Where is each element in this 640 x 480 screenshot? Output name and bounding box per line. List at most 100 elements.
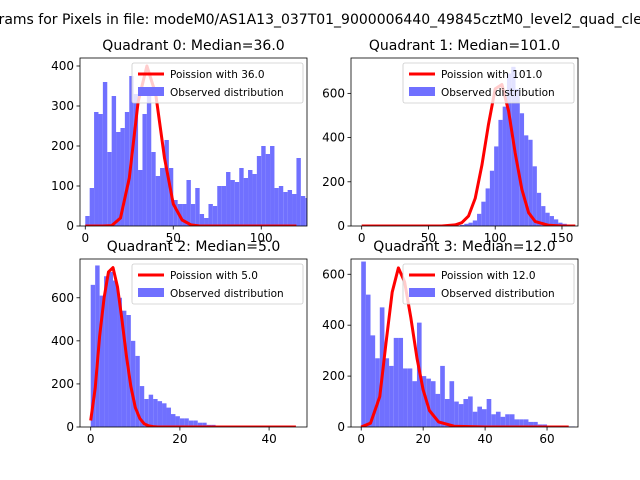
histogram-bar bbox=[197, 422, 203, 427]
figure-suptitle: Histograms for Pixels in file: modeM0/AS… bbox=[0, 12, 640, 28]
histogram-bar bbox=[421, 376, 427, 427]
histogram-bar bbox=[217, 186, 222, 226]
histogram-bar bbox=[283, 192, 288, 226]
y-tick-label: 0 bbox=[337, 420, 345, 434]
histogram-bar bbox=[151, 152, 156, 226]
y-tick-label: 300 bbox=[51, 99, 74, 113]
y-tick-label: 0 bbox=[66, 219, 74, 233]
y-tick-label: 200 bbox=[51, 377, 74, 391]
y-tick-label: 600 bbox=[51, 291, 74, 305]
histogram-bar bbox=[361, 261, 366, 427]
histogram-bar bbox=[481, 201, 486, 226]
histogram-bar bbox=[533, 421, 538, 427]
histogram-bar bbox=[545, 212, 550, 226]
histogram-bar bbox=[472, 220, 478, 226]
x-tick-label: 20 bbox=[416, 432, 431, 446]
histogram-bar bbox=[389, 365, 394, 427]
histogram-bar bbox=[175, 416, 180, 427]
histogram-bar bbox=[157, 401, 163, 427]
histogram-bar bbox=[199, 214, 205, 226]
histogram-bar bbox=[239, 168, 244, 226]
histogram-bar bbox=[120, 128, 125, 226]
legend: Poission with 101.0 Observed distribution bbox=[402, 62, 575, 104]
histogram-bar bbox=[102, 82, 108, 226]
histogram-bar bbox=[449, 381, 455, 427]
histogram-bar bbox=[318, 218, 322, 226]
quadrant-title: Quadrant 3: Median=12.0 bbox=[373, 239, 555, 255]
histogram-bar bbox=[190, 204, 196, 226]
x-tick-label: 50 bbox=[421, 231, 436, 245]
histogram-bar bbox=[164, 140, 169, 226]
histogram-bar bbox=[477, 213, 482, 226]
x-tick-label: 0 bbox=[81, 231, 89, 245]
histogram-bar bbox=[124, 112, 130, 226]
histogram-bar bbox=[502, 106, 507, 226]
quadrant-title: Quadrant 0: Median=36.0 bbox=[102, 38, 284, 54]
legend-box bbox=[402, 263, 575, 305]
x-tick-label: 0 bbox=[357, 432, 365, 446]
x-tick-label: 50 bbox=[166, 231, 181, 245]
histogram-bar bbox=[435, 393, 441, 427]
histogram-bar bbox=[153, 399, 158, 427]
histogram-bar bbox=[528, 139, 533, 226]
histogram-bar bbox=[498, 119, 503, 226]
quadrant-title: Quadrant 1: Median=101.0 bbox=[369, 38, 560, 54]
histogram-bar bbox=[138, 170, 143, 226]
histogram-bar bbox=[541, 206, 546, 226]
histogram-bar bbox=[370, 335, 376, 427]
histogram-bar bbox=[170, 414, 176, 427]
histogram-bar bbox=[506, 73, 512, 226]
histogram-bar bbox=[489, 170, 495, 226]
legend-hist-swatch bbox=[138, 87, 164, 96]
histogram-bar bbox=[108, 271, 114, 427]
histogram-bar bbox=[226, 172, 231, 226]
legend-box bbox=[131, 263, 304, 305]
histogram-bar bbox=[481, 409, 487, 427]
histogram-bar bbox=[430, 381, 436, 427]
histogram-bar bbox=[202, 422, 207, 427]
histogram-bar bbox=[384, 358, 390, 427]
histogram-bar bbox=[99, 295, 105, 427]
x-tick-label: 150 bbox=[551, 231, 574, 245]
histogram-bar bbox=[549, 216, 554, 226]
x-tick-label: 40 bbox=[261, 432, 276, 446]
histogram-bar bbox=[274, 188, 279, 226]
y-tick-label: 200 bbox=[322, 175, 345, 189]
histogram-bar bbox=[494, 146, 499, 226]
histogram-bar bbox=[195, 188, 200, 226]
legend-poisson-label: Poission with 101.0 bbox=[441, 69, 542, 81]
histogram-bar bbox=[536, 192, 542, 226]
histogram-bar bbox=[515, 88, 520, 226]
histogram-bar bbox=[139, 386, 145, 427]
histogram-bar bbox=[261, 146, 266, 226]
y-tick-label: 400 bbox=[322, 131, 345, 145]
histogram-bar bbox=[463, 399, 469, 427]
histogram-bar bbox=[454, 401, 459, 427]
y-tick-label: 400 bbox=[322, 318, 345, 332]
histogram-bar bbox=[162, 403, 167, 427]
histogram-bar bbox=[85, 216, 90, 226]
histogram-bar bbox=[519, 113, 525, 226]
legend-poisson-label: Poission with 12.0 bbox=[441, 270, 536, 282]
legend-box bbox=[131, 62, 304, 104]
axes-frame bbox=[79, 258, 308, 428]
y-tick-label: 600 bbox=[322, 267, 345, 281]
legend-poisson-label: Poission with 5.0 bbox=[170, 270, 258, 282]
x-tick-label: 20 bbox=[172, 432, 187, 446]
histogram-bar bbox=[179, 418, 185, 427]
histogram-bar bbox=[94, 112, 99, 226]
axes-frame bbox=[350, 57, 579, 227]
histogram-bar bbox=[514, 419, 520, 427]
histogram-bar bbox=[477, 406, 482, 427]
legend-poisson-label: Poission with 36.0 bbox=[170, 69, 265, 81]
histogram-bar bbox=[193, 420, 198, 427]
histogram-bar bbox=[472, 411, 478, 427]
histogram-bar bbox=[243, 178, 249, 226]
x-tick-label: 60 bbox=[539, 432, 554, 446]
legend-hist-swatch bbox=[138, 288, 164, 297]
legend-hist-swatch bbox=[409, 87, 435, 96]
y-tick-label: 0 bbox=[337, 219, 345, 233]
histogram-bar bbox=[212, 206, 218, 226]
